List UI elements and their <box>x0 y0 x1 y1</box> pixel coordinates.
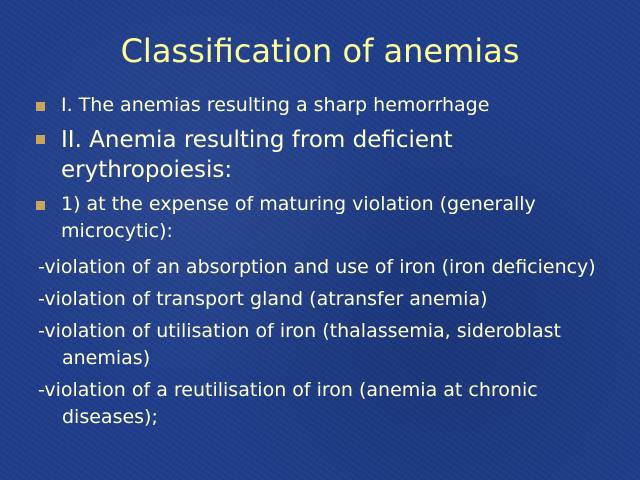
bullet-list: I. The anemias resulting a sharp hemorrh… <box>36 92 606 251</box>
dash-item: -violation of utilisation of iron (thala… <box>38 320 561 369</box>
dash-list: -violation of an absorption and use of i… <box>38 254 618 436</box>
dash-item: -violation of an absorption and use of i… <box>38 256 596 278</box>
slide-title: Classification of anemias <box>120 32 520 70</box>
bullet-item: 1) at the expense of maturing violation … <box>36 191 606 245</box>
dash-item: -violation of a reutilisation of iron (a… <box>38 379 538 428</box>
dash-item: -violation of transport gland (atransfer… <box>38 288 488 310</box>
bullet-item: II. Anemia resulting from deficient eryt… <box>36 125 606 185</box>
bullet-item: I. The anemias resulting a sharp hemorrh… <box>36 92 606 119</box>
